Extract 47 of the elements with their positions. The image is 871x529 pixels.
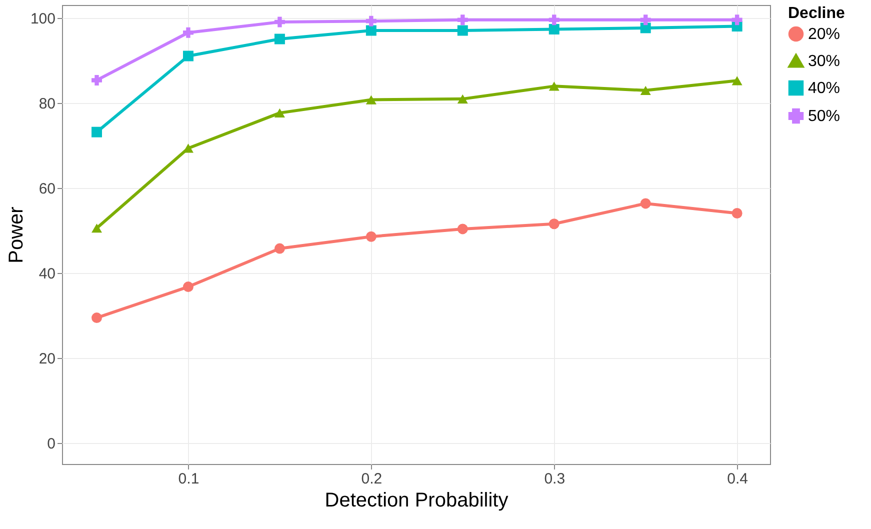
y-tick-label: 60: [38, 180, 56, 198]
point: [548, 24, 560, 34]
point: [366, 95, 376, 104]
point: [366, 231, 376, 242]
y-tick-label: 100: [30, 10, 56, 28]
point: [366, 25, 376, 36]
point: [640, 14, 651, 26]
point: [457, 94, 468, 104]
point: [92, 224, 102, 233]
point: [274, 34, 285, 44]
point: [182, 50, 194, 62]
point: [640, 22, 651, 34]
point: [92, 74, 102, 86]
x-axis-title: Detection Probability: [324, 490, 508, 512]
point: [274, 108, 285, 118]
legend-label: 40%: [808, 80, 840, 97]
x-tick-label: 0.1: [178, 470, 200, 488]
point: [548, 82, 560, 91]
legend-label: 20%: [808, 26, 840, 43]
x-tick-label: 0.2: [361, 470, 382, 488]
y-tick-label: 80: [38, 95, 56, 112]
point: [274, 243, 285, 254]
y-axis-title: Power: [5, 206, 28, 264]
point: [640, 198, 651, 209]
point: [92, 312, 102, 324]
point: [92, 126, 102, 138]
y-tick-label: 0: [47, 435, 56, 452]
point: [732, 76, 742, 86]
point: [274, 16, 285, 28]
legend-label: 50%: [808, 108, 840, 125]
point: [182, 282, 194, 292]
point: [366, 16, 376, 26]
x-tick-label: 0.4: [727, 470, 748, 488]
point: [640, 86, 651, 95]
x-tick-label: 0.3: [544, 470, 566, 488]
point: [182, 27, 194, 38]
point: [457, 14, 468, 26]
y-tick-label: 40: [38, 265, 56, 282]
point: [457, 224, 468, 234]
legend-label: 30%: [808, 53, 840, 70]
point: [548, 218, 560, 230]
point: [732, 208, 742, 218]
point: [732, 14, 742, 26]
legend-title: Decline: [788, 5, 846, 22]
y-tick-label: 20: [38, 350, 56, 368]
point: [457, 25, 468, 36]
point: [548, 14, 560, 26]
